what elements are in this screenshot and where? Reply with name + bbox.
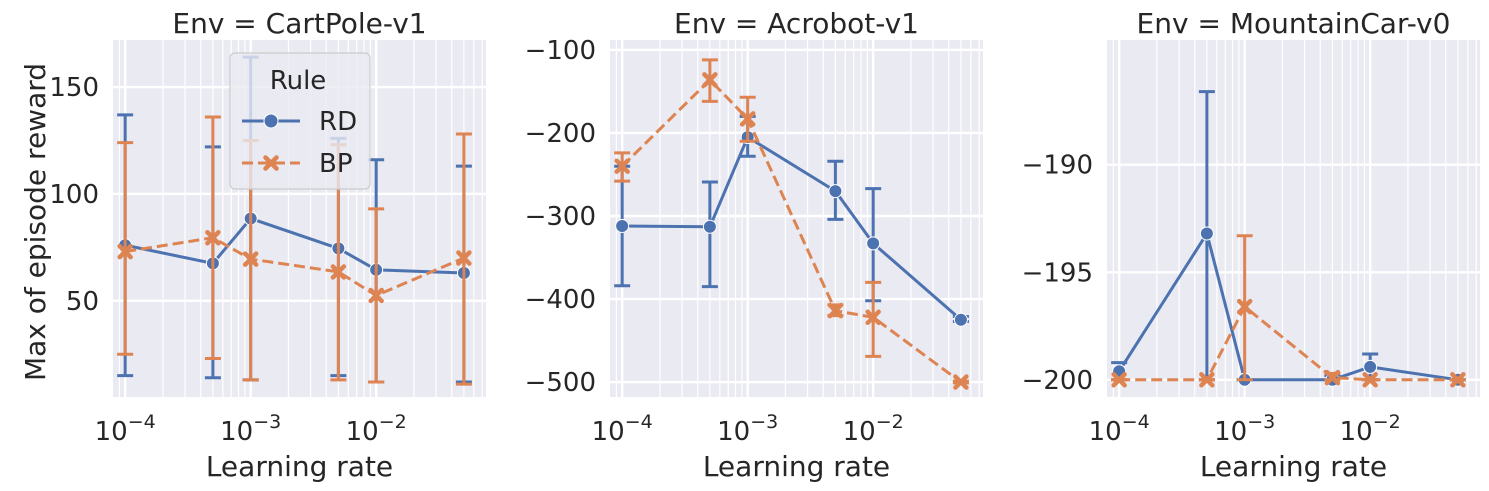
x-tick-label: 10−2	[346, 411, 407, 447]
data-point	[827, 302, 844, 319]
y-tick-label: 50	[66, 287, 99, 317]
data-point	[1236, 298, 1253, 315]
x-axis-label: Learning rate	[703, 450, 890, 483]
data-point	[702, 219, 717, 234]
legend-title: Rule	[270, 66, 327, 96]
series-line	[622, 135, 962, 321]
x-tick-label: 10−2	[843, 411, 904, 447]
y-tick-label: −100	[525, 36, 596, 66]
data-point	[1362, 372, 1378, 388]
y-tick-label: −500	[525, 368, 596, 398]
series-bp	[1111, 234, 1466, 388]
panel-title: Env = Acrobot-v1	[674, 7, 919, 40]
legend-label: RD	[319, 107, 357, 137]
legend-label: BP	[319, 149, 353, 179]
chart-panel-2: 10−4 10−3 10−2 −500 −400 −300 −200 −100 Env = Ac…	[525, 7, 983, 483]
y-tick-label: −400	[525, 285, 596, 315]
data-point	[242, 251, 259, 267]
series-line	[1117, 232, 1459, 382]
data-point	[615, 218, 630, 233]
series-line	[621, 78, 962, 384]
x-tick-label: 10−4	[95, 411, 156, 447]
x-axis-label: Learning rate	[206, 450, 393, 483]
y-tick-label: −200	[1022, 366, 1093, 396]
data-point	[614, 158, 630, 174]
panel-title: Env = MountainCar-v0	[1137, 7, 1451, 40]
data-point	[1199, 226, 1214, 241]
data-point	[739, 111, 756, 127]
data-point	[1324, 369, 1341, 386]
y-tick-label: 100	[49, 180, 99, 210]
plot-background	[610, 40, 983, 397]
data-point	[205, 229, 221, 246]
data-point	[828, 184, 843, 199]
legend-marker	[263, 155, 279, 171]
chart-panel-3: 10−4 10−3 10−2 −200 −195 −190 Env = MountainCa…	[1022, 7, 1480, 483]
data-point	[953, 312, 968, 327]
series-line	[124, 217, 464, 275]
series-line	[124, 236, 465, 297]
data-point	[953, 374, 969, 390]
plot-background	[1107, 40, 1480, 397]
legend-item-rd: RD	[242, 107, 357, 137]
panel-title: Env = CartPole-v1	[172, 7, 426, 40]
y-axis-label: Max of episode reward	[19, 63, 52, 381]
x-tick-label: 10−2	[1340, 411, 1401, 447]
legend: Rule RD BP	[229, 52, 371, 190]
data-point	[1450, 372, 1466, 388]
data-point	[865, 309, 881, 326]
y-tick-label: −200	[525, 119, 596, 149]
y-tick-label: −300	[525, 202, 596, 232]
y-tick-label: 150	[49, 73, 99, 103]
data-point	[1111, 372, 1127, 388]
x-tick-label: 10−3	[717, 411, 778, 447]
y-tick-label: −195	[1022, 258, 1093, 288]
data-point	[702, 72, 718, 88]
data-point	[1199, 372, 1215, 388]
data-point	[368, 287, 384, 304]
data-point	[866, 236, 881, 251]
legend-marker	[263, 113, 279, 129]
data-point	[330, 264, 347, 280]
x-tick-label: 10−4	[1089, 411, 1150, 447]
data-point	[456, 250, 472, 266]
data-point	[1363, 359, 1378, 374]
series-line	[1119, 305, 1458, 382]
x-tick-label: 10−4	[592, 411, 653, 447]
legend-item-bp: BP	[242, 149, 353, 179]
x-tick-label: 10−3	[1214, 411, 1275, 447]
y-tick-label: −190	[1022, 151, 1093, 181]
data-point	[117, 243, 133, 260]
series-bp	[614, 58, 969, 390]
x-axis-label: Learning rate	[1200, 450, 1387, 483]
chart-panels: 10−4 10−3 10−2 50 100 150 Env = CartPole-v1 Lea…	[49, 7, 1480, 483]
x-tick-label: 10−3	[220, 411, 281, 447]
